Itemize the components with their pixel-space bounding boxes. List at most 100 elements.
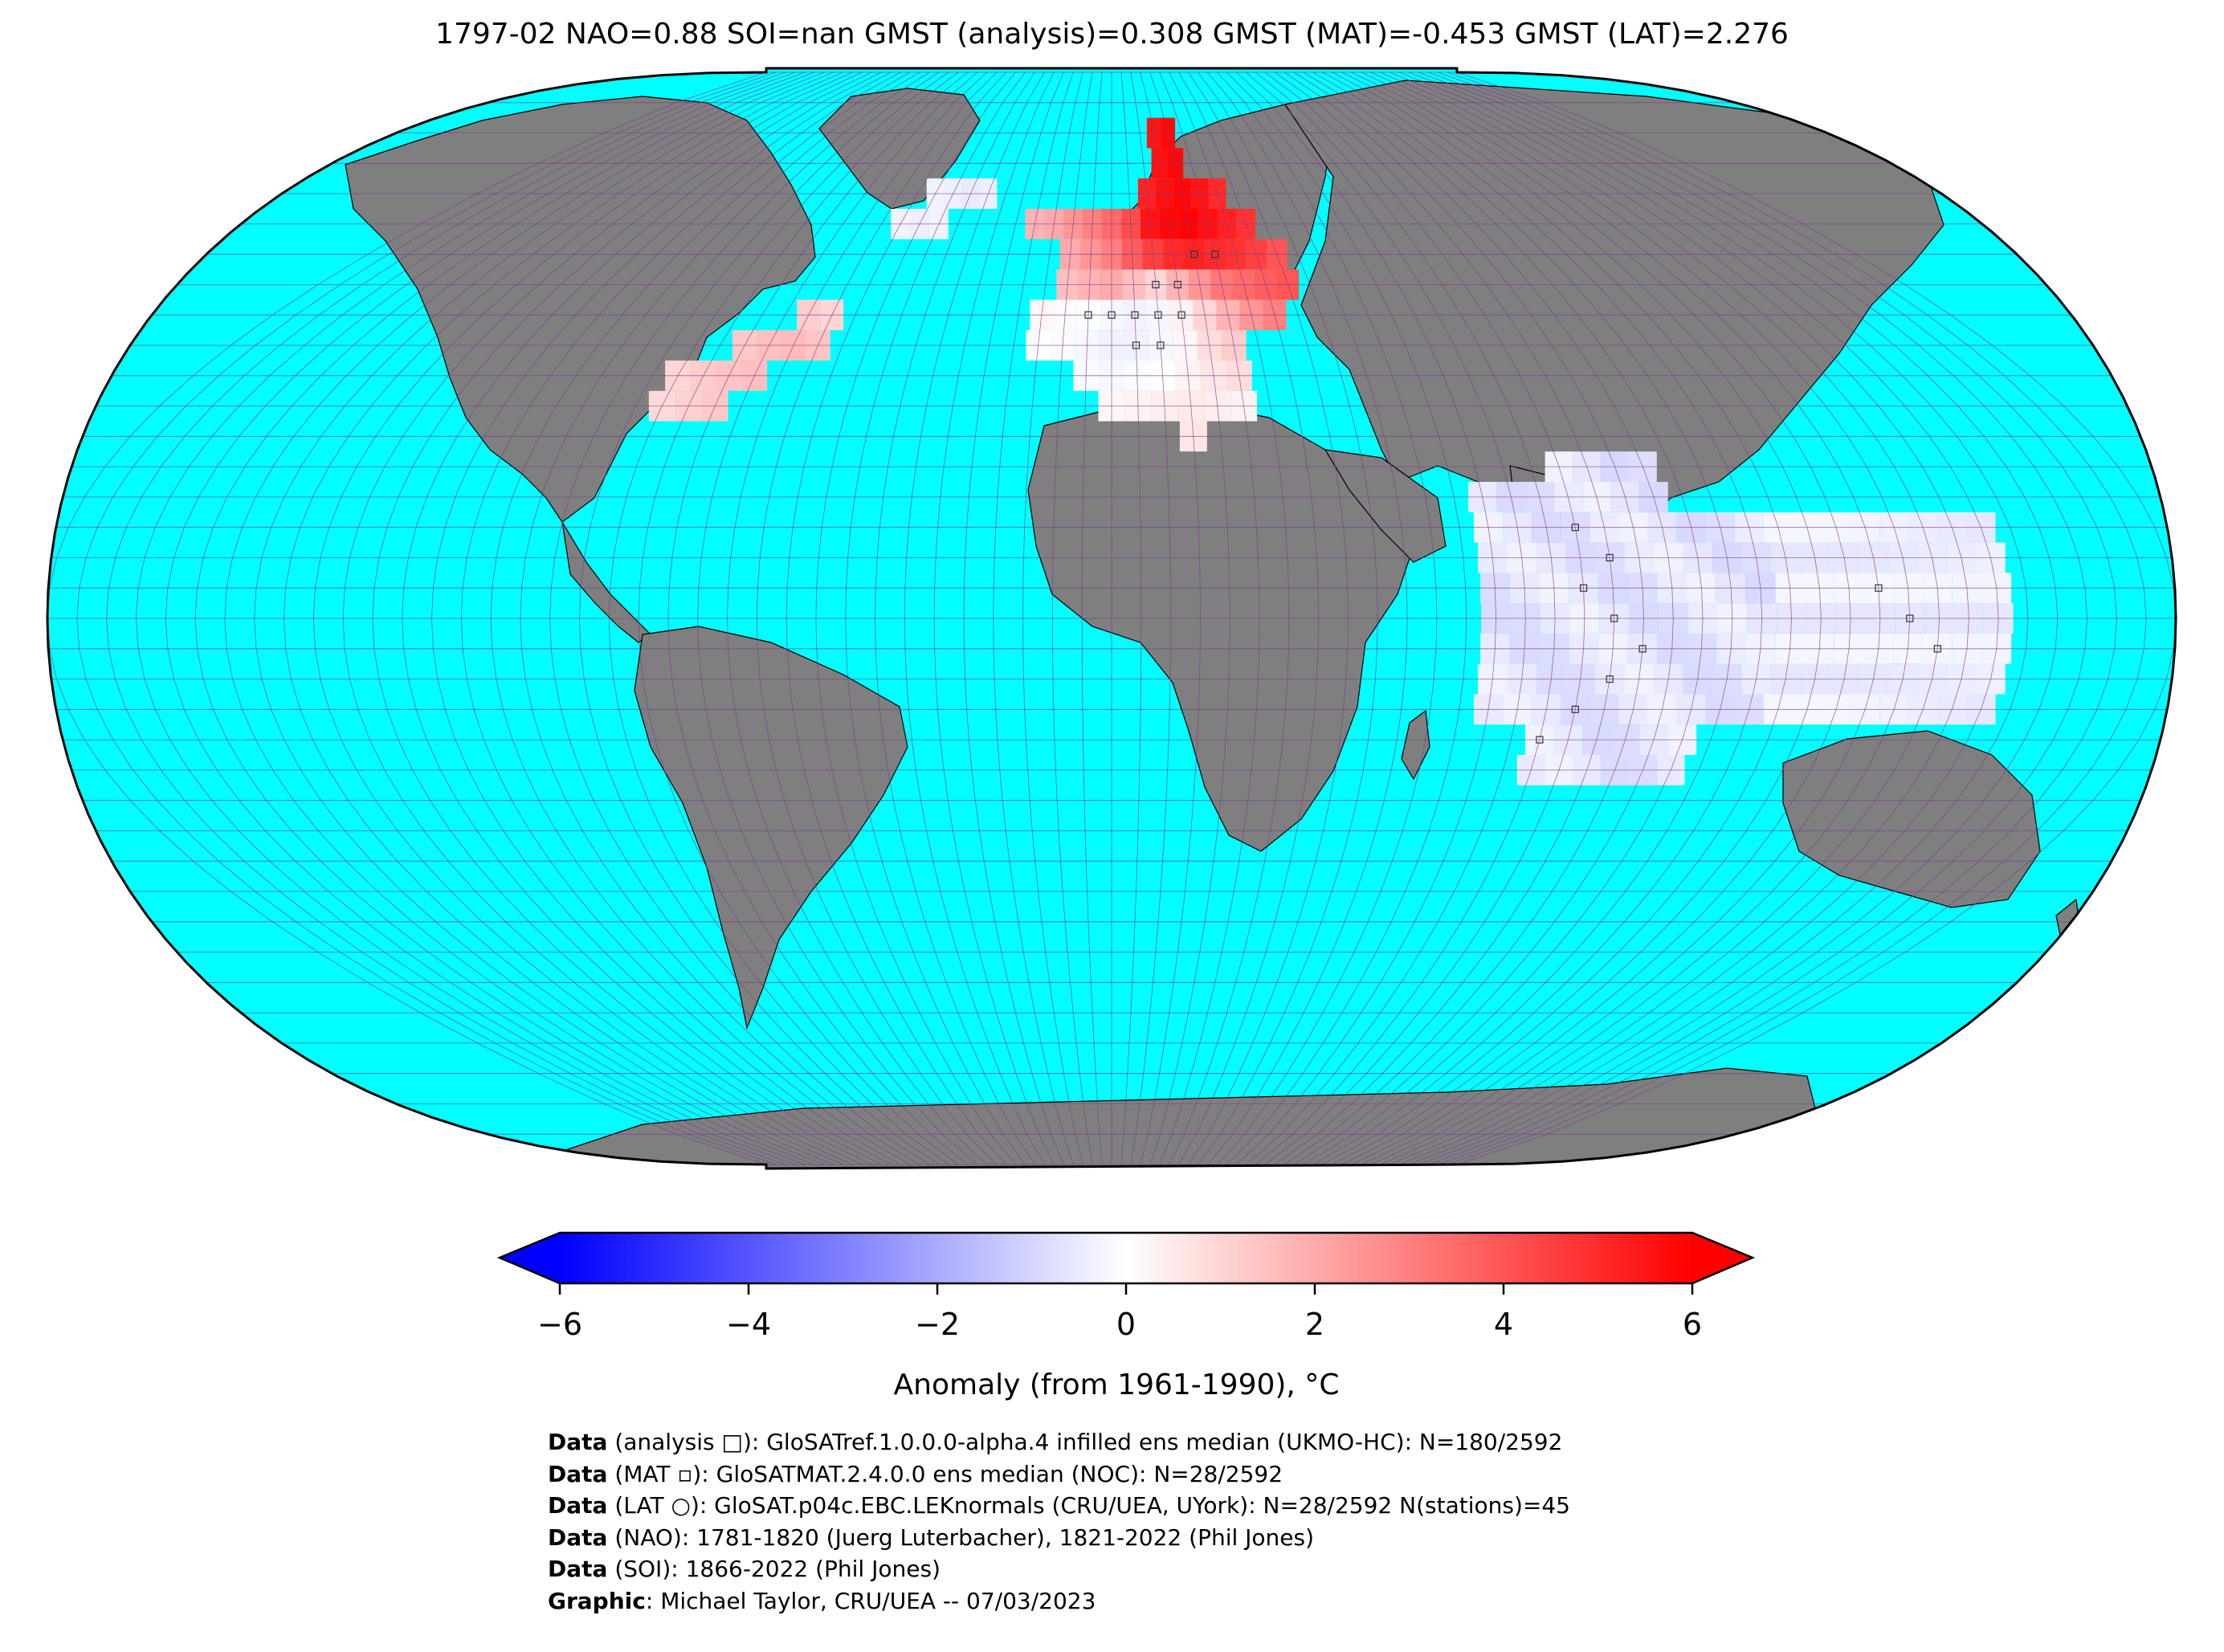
graticule-meridian bbox=[933, 71, 1055, 1165]
graticule-meridian bbox=[1169, 71, 1290, 1165]
graticule-meridian bbox=[76, 71, 777, 1165]
credit-line-5: Data (SOI): 1866-2022 (Phil Jones) bbox=[548, 1556, 941, 1582]
graticule-meridian bbox=[1447, 71, 2147, 1165]
graticule-meridian bbox=[1188, 71, 1349, 1165]
graticule-meridian bbox=[1370, 71, 1911, 1165]
station-marker bbox=[1536, 736, 1544, 744]
graticule-meridian bbox=[1149, 71, 1230, 1165]
station-marker bbox=[1933, 645, 1941, 653]
colorbar-label: Anomaly (from 1961-1990), °C bbox=[894, 1369, 1340, 1401]
south-america bbox=[634, 626, 908, 1030]
graticule-meridian bbox=[1456, 71, 2176, 1165]
graticule-meridian bbox=[490, 71, 911, 1165]
figure-title: 1797-02 NAO=0.88 SOI=nan GMST (analysis)… bbox=[435, 18, 1789, 51]
graticule-meridian bbox=[1236, 71, 1496, 1165]
graticule-meridian bbox=[402, 71, 882, 1165]
graticule-meridian bbox=[254, 71, 834, 1165]
graticule-meridian bbox=[1130, 71, 1172, 1165]
graticule-meridian bbox=[1409, 71, 2029, 1165]
africa bbox=[1027, 401, 1414, 852]
graticule-meridian bbox=[1322, 71, 1763, 1165]
graticule-meridian bbox=[1418, 71, 2059, 1165]
graticule-meridian bbox=[1217, 71, 1438, 1165]
madagascar bbox=[1401, 709, 1430, 781]
colorbar-tick-label: −6 bbox=[537, 1307, 582, 1342]
graticule-meridian bbox=[135, 71, 795, 1165]
station-marker bbox=[1906, 614, 1914, 622]
graticule-meridian bbox=[1140, 71, 1201, 1165]
graticule-meridian bbox=[312, 71, 853, 1165]
graticule-meridian bbox=[1159, 71, 1260, 1165]
graticule-meridian bbox=[1399, 71, 1999, 1165]
globe-outline bbox=[46, 67, 2177, 1170]
colorbar-tick-label: −4 bbox=[726, 1307, 771, 1342]
graticule-meridian bbox=[815, 71, 1016, 1165]
graticule-meridian bbox=[1312, 71, 1733, 1165]
graticule-meridian bbox=[579, 71, 940, 1165]
station-markers bbox=[1084, 251, 1941, 744]
colorbar-tick-label: 4 bbox=[1494, 1307, 1513, 1342]
station-marker bbox=[1606, 553, 1614, 562]
colorbar-tick-label: 2 bbox=[1305, 1307, 1324, 1342]
graticule-meridian bbox=[1303, 71, 1704, 1165]
station-marker bbox=[1108, 311, 1116, 319]
graticule-meridian bbox=[549, 71, 930, 1165]
station-marker bbox=[1152, 280, 1160, 288]
graticule-meridian bbox=[1437, 71, 2117, 1165]
colorbar-extend-high bbox=[1692, 1233, 1753, 1283]
station-marker bbox=[1157, 341, 1165, 349]
station-marker bbox=[1638, 645, 1647, 653]
graticule-meridian bbox=[1341, 71, 1822, 1165]
colorbar-body bbox=[560, 1233, 1692, 1283]
station-marker bbox=[1084, 311, 1092, 319]
graticule-meridian bbox=[1380, 71, 1940, 1165]
graticule-meridian bbox=[697, 71, 978, 1165]
station-marker bbox=[1154, 311, 1162, 319]
graticule-meridian bbox=[520, 71, 920, 1165]
credit-line-2: Data (MAT ▫): GloSATMAT.2.4.0.0 ens medi… bbox=[548, 1460, 1283, 1487]
station-marker bbox=[1571, 524, 1579, 532]
graticule-meridian bbox=[224, 71, 824, 1165]
graticule-meridian bbox=[667, 71, 969, 1165]
colorbar-tick-label: 0 bbox=[1116, 1307, 1136, 1342]
credit-line-1: Data (analysis □): GloSATref.1.0.0.0-alp… bbox=[548, 1429, 1563, 1455]
graticule-meridian bbox=[1332, 71, 1792, 1165]
station-marker bbox=[1579, 584, 1588, 592]
graticule-meridian bbox=[1264, 71, 1585, 1165]
station-marker bbox=[1173, 280, 1181, 288]
credit-line-3: Data (LAT ○): GloSAT.p04c.EBC.LEKnormals… bbox=[548, 1492, 1570, 1519]
graticule-meridian bbox=[165, 71, 805, 1165]
graticule-meridian bbox=[1178, 71, 1320, 1165]
graticule-meridian bbox=[1389, 71, 1969, 1165]
graticule-meridian bbox=[1022, 71, 1083, 1165]
graticule-meridian bbox=[1245, 71, 1526, 1165]
graticule-meridian bbox=[47, 71, 767, 1165]
graticule-meridian bbox=[342, 71, 863, 1165]
colorbar-tick-label: 6 bbox=[1683, 1307, 1702, 1342]
colorbar-extend-low bbox=[500, 1233, 560, 1283]
station-marker bbox=[1211, 251, 1219, 259]
graticule-meridian bbox=[194, 71, 814, 1165]
colorbar-ticks: −6 −4 −2 0 2 4 6 bbox=[537, 1283, 1702, 1342]
graticule-meridian bbox=[608, 71, 949, 1165]
credit-line-6: Graphic: Michael Taylor, CRU/UEA -- 07/0… bbox=[548, 1587, 1096, 1614]
australia bbox=[1782, 730, 2041, 908]
graticule-meridian bbox=[845, 71, 1026, 1165]
graticule-meridian bbox=[1081, 71, 1103, 1165]
graticule-meridian bbox=[1274, 71, 1615, 1165]
station-marker bbox=[1190, 251, 1198, 259]
graticule-meridian bbox=[1120, 71, 1142, 1165]
graticule-meridian bbox=[875, 71, 1035, 1165]
graticule-meridian bbox=[372, 71, 872, 1165]
station-marker bbox=[1131, 311, 1139, 319]
credits: Data (analysis □): GloSATref.1.0.0.0-alp… bbox=[548, 1426, 1570, 1617]
graticule-meridian bbox=[963, 71, 1064, 1165]
station-marker bbox=[1875, 584, 1883, 592]
graticule-meridian bbox=[431, 71, 892, 1165]
graticule-meridian bbox=[460, 71, 901, 1165]
graticule-meridian bbox=[106, 71, 786, 1165]
colorbar-tick-label: −2 bbox=[915, 1307, 960, 1342]
graticule-meridian bbox=[1226, 71, 1467, 1165]
station-marker bbox=[1571, 705, 1579, 713]
